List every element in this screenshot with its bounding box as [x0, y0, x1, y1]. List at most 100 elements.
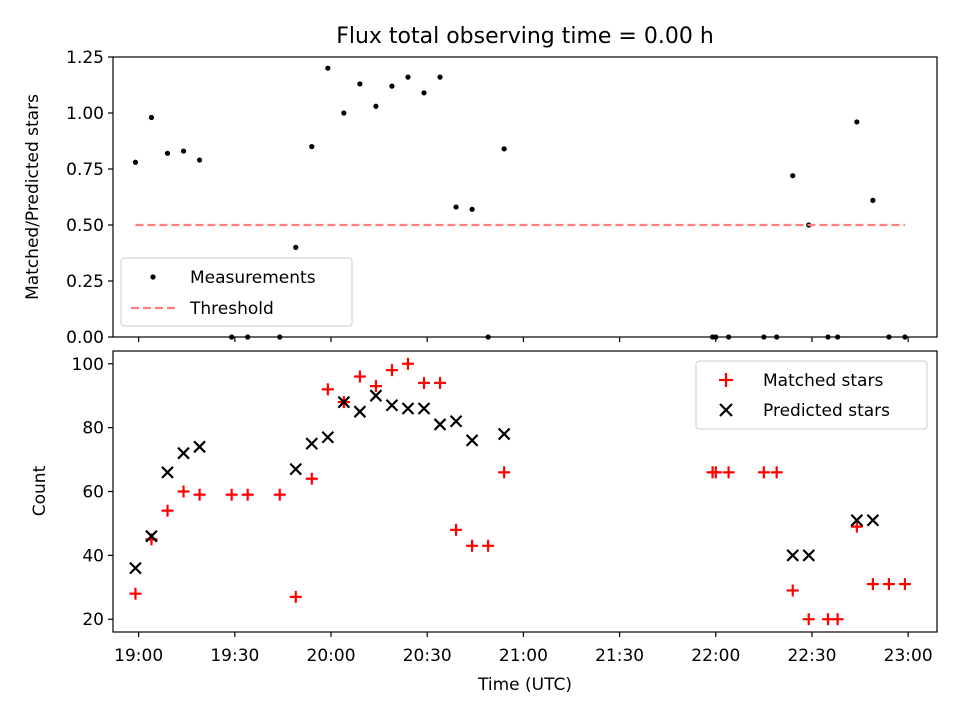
- matched-star-point: [498, 466, 511, 479]
- measurement-point: [373, 103, 379, 109]
- matched-star-point: [722, 466, 735, 479]
- matched-star-point: [450, 523, 463, 536]
- matched-star-point: [466, 539, 479, 552]
- legend-predicted-swatch: [719, 403, 733, 417]
- y-tick-label: 20: [82, 610, 104, 630]
- measurement-point: [405, 74, 411, 80]
- predicted-star-point: [161, 466, 174, 479]
- bottom-plot-marks: [129, 357, 911, 626]
- bottom-y-axis: 20 40 60 80 100: [72, 355, 113, 630]
- measurement-point: [790, 173, 796, 179]
- predicted-star-point: [145, 529, 158, 543]
- legend-matched-label: Matched stars: [763, 371, 883, 391]
- predicted-star-point: [305, 437, 319, 450]
- x-tick-label: 21:30: [595, 646, 644, 666]
- measurement-point: [357, 81, 363, 87]
- measurement-point: [437, 74, 443, 80]
- predicted-star-point: [465, 434, 479, 447]
- y-tick-label: 80: [82, 419, 104, 439]
- predicted-star-point: [385, 399, 399, 412]
- matched-star-point: [418, 376, 431, 389]
- predicted-star-point: [401, 402, 415, 415]
- measurement-point: [196, 157, 203, 163]
- y-tick-label: 100: [72, 355, 104, 375]
- matched-star-point: [401, 357, 414, 370]
- y-tick-label: 60: [82, 483, 104, 503]
- top-y-axis-label: Matched/Predicted stars: [23, 94, 43, 300]
- matched-star-point: [709, 466, 722, 479]
- y-tick-label: 0.75: [66, 160, 104, 180]
- matched-star-point: [289, 590, 302, 603]
- predicted-star-point: [353, 405, 367, 418]
- matched-star-point: [321, 383, 334, 396]
- predicted-star-point: [786, 549, 799, 562]
- y-tick-label: 40: [82, 546, 104, 566]
- matched-star-point: [369, 380, 382, 393]
- top-x-axis: [138, 337, 909, 342]
- top-plot-marks: [132, 65, 908, 340]
- x-tick-label: 19:30: [210, 646, 259, 666]
- x-tick-label: 19:00: [114, 646, 163, 666]
- x-tick-label: 21:00: [499, 646, 548, 666]
- measurement-point: [854, 119, 860, 125]
- x-tick-label: 20:30: [403, 646, 452, 666]
- matched-star-point: [305, 472, 318, 485]
- measurement-point: [180, 148, 187, 154]
- legend-matched-swatch: [719, 373, 733, 387]
- matched-star-point: [177, 485, 190, 498]
- y-tick-label: 0.00: [66, 328, 104, 348]
- bottom-y-axis-label: Count: [30, 465, 50, 516]
- x-tick-label: 23:00: [884, 646, 933, 666]
- matched-star-point: [273, 488, 286, 501]
- matched-star-point: [353, 370, 366, 383]
- measurement-point: [132, 159, 139, 165]
- legend-measurements-label: Measurements: [190, 268, 316, 288]
- measurement-point: [469, 206, 475, 212]
- matched-star-point: [434, 376, 447, 389]
- bottom-legend-box: [695, 360, 928, 430]
- matched-star-point: [786, 584, 799, 597]
- measurement-point: [164, 150, 171, 156]
- bottom-legend: Matched stars Predicted stars: [695, 360, 928, 430]
- measurement-point: [389, 83, 395, 89]
- measurement-point: [325, 65, 331, 71]
- matched-star-point: [898, 578, 911, 591]
- top-plot-frame: [112, 56, 938, 338]
- bottom-x-axis: 19:00 19:30 20:00 20:30 21:00 21:30 22:00 22:30…: [114, 632, 933, 666]
- predicted-star-point: [449, 414, 463, 428]
- measurement-point: [341, 110, 347, 116]
- predicted-star-point: [417, 402, 431, 415]
- matched-star-point: [161, 504, 174, 517]
- legend-measurements-swatch: [150, 274, 156, 280]
- measurement-point: [148, 114, 155, 121]
- predicted-star-point: [337, 395, 351, 409]
- matched-star-point: [850, 520, 863, 533]
- top-legend: Measurements Threshold: [120, 257, 353, 327]
- top-y-axis: 0.00 0.25 0.50 0.75 1.00 1.25: [66, 48, 113, 348]
- predicted-star-point: [129, 561, 142, 575]
- matched-star-point: [385, 364, 398, 377]
- bottom-x-axis-label: Time (UTC): [477, 675, 572, 695]
- measurement-point: [501, 146, 507, 152]
- predicted-star-point: [321, 430, 335, 444]
- matched-star-point: [882, 578, 895, 591]
- predicted-star-point: [497, 427, 511, 441]
- x-tick-label: 22:30: [787, 646, 836, 666]
- matched-star-point: [802, 613, 815, 626]
- top-chart-title: Flux total observing time = 0.00 h: [336, 24, 714, 49]
- matched-star-point: [482, 539, 495, 552]
- x-tick-label: 22:00: [691, 646, 740, 666]
- matched-star-point: [831, 613, 844, 626]
- predicted-star-point: [177, 446, 190, 460]
- y-tick-label: 1.25: [66, 48, 104, 68]
- legend-predicted-label: Predicted stars: [763, 401, 890, 421]
- measurement-point: [293, 244, 299, 250]
- predicted-star-point: [369, 389, 383, 402]
- matched-star-point: [225, 488, 238, 501]
- legend-threshold-label: Threshold: [189, 299, 274, 319]
- matched-star-point: [770, 466, 783, 479]
- top-legend-box: [120, 257, 353, 327]
- predicted-star-point: [193, 440, 206, 454]
- y-tick-label: 0.25: [66, 272, 104, 292]
